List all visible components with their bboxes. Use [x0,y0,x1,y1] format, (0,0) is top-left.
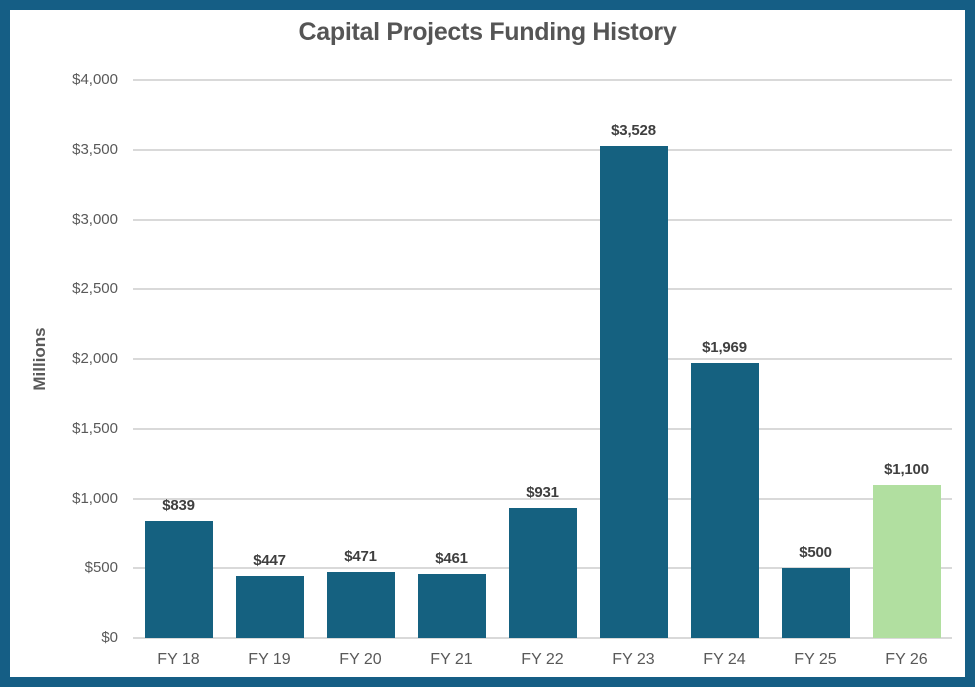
y-tick-label-2000: $2,000 [72,350,118,367]
gridline-2500 [133,288,952,291]
gridline-3500 [133,148,952,151]
y-tick-label-3000: $3,000 [72,210,118,228]
bar-value-label-fy-24: $1,969 [702,339,747,357]
x-tick-label-fy-18: FY 18 [157,651,200,668]
bar-fy-19 [235,575,304,638]
bar-value-label-fy-20: $471 [344,548,377,566]
x-tick-label-fy-22: FY 22 [521,651,564,668]
x-tick-label-fy-19: FY 19 [248,651,291,668]
gridline-0 [133,637,952,639]
bar-value-label-fy-22: $931 [526,484,559,502]
bar-fy-23 [599,145,668,638]
bar-fy-21 [417,573,486,638]
bar-fy-26 [872,484,941,638]
bar-value-label-fy-18: $839 [162,496,195,514]
bar-value-label-fy-26: $1,100 [884,460,929,478]
gridline-2000 [133,358,952,360]
bar-value-label-fy-19: $447 [253,551,286,569]
bar-fy-22 [508,508,577,638]
bar-value-label-fy-25: $500 [799,544,832,562]
x-tick-label-fy-25: FY 25 [794,651,837,668]
bar-fy-18 [144,520,213,638]
y-tick-label-3500: $3,500 [72,140,118,158]
plot-area: $839 $447 $471 $461 $931 $3,528 $1,969 $500 $1,1… [133,79,952,639]
gridline-1500 [133,427,952,430]
x-tick-label-fy-20: FY 20 [339,651,382,668]
bar-value-label-fy-21: $461 [435,549,468,567]
bar-value-label-fy-23: $3,528 [611,121,656,139]
x-axis-tick-labels: FY 18 FY 19 FY 20 FY 21 FY 22 FY 23 FY 24 FY 25… [133,651,952,673]
y-tick-label-1500: $1,500 [72,419,118,437]
x-tick-label-fy-24: FY 24 [703,651,746,668]
y-tick-label-4000: $4,000 [72,71,118,88]
y-tick-label-1000: $1,000 [72,489,118,507]
bar-fy-25 [781,568,850,638]
y-tick-label-2500: $2,500 [72,280,118,298]
bar-fy-24 [690,363,759,638]
y-tick-label-0: $0 [101,629,118,646]
gridline-3000 [133,218,952,221]
y-axis-tick-labels: $0 $500 $1,000 $1,500 $2,000 $2,500 $3,000 $3,5… [10,10,118,677]
x-tick-label-fy-26: FY 26 [885,651,928,668]
chart-title: Capital Projects Funding History [298,18,677,46]
gridline-4000 [133,79,952,81]
x-tick-label-fy-23: FY 23 [612,651,655,668]
gridline-1000 [133,497,952,500]
x-tick-label-fy-21: FY 21 [430,651,473,668]
y-tick-label-500: $500 [84,559,118,577]
bar-fy-20 [326,572,395,638]
